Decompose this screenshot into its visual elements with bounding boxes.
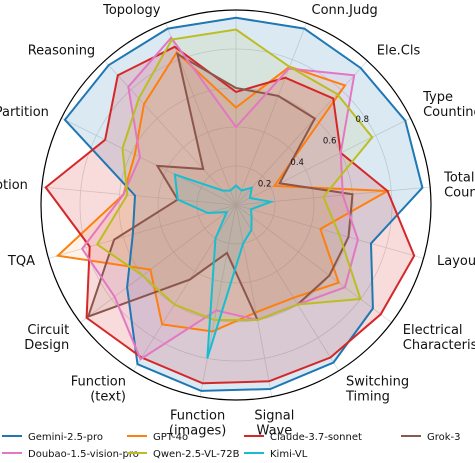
axis-label: Layout [437, 254, 475, 269]
series-line-4 [80, 36, 359, 361]
axis-label: TypeCounting [422, 90, 475, 120]
series-fill-1 [57, 52, 388, 332]
radial-tick-label: 0.8 [356, 115, 370, 125]
legend-label: Doubao-1.5-vision-pro [28, 449, 139, 460]
legend-label: Claude-3.7-sonnet [270, 432, 362, 443]
grid-spoke-9 [199, 204, 237, 397]
radar-grid [40, 9, 432, 401]
axis-label: Caption [0, 178, 28, 193]
series-fill-0 [64, 17, 423, 391]
axis-label: TotalCounting [443, 171, 475, 201]
radial-tick-labels: 0.2 0.4 0.6 0.8 [258, 115, 369, 189]
legend: Gemini-2.5-pro GPT-4o Claude-3.7-sonnet Gro… [2, 432, 461, 460]
axis-label: Conn.Judg [312, 3, 378, 18]
axis-label: Function (images) [169, 408, 226, 438]
axis-label: TQA [7, 254, 35, 269]
series-line-3 [86, 52, 354, 322]
grid-spoke-1 [235, 23, 307, 206]
axis-label: Signal Wave [254, 408, 294, 438]
grid-spoke-7 [235, 204, 339, 372]
legend-label: Grok-3 [427, 432, 461, 443]
axis-labels: Loc.Desc _Conn.IdentConn.JudgEle.ClsType… [0, 3, 475, 438]
outer-ring [40, 9, 432, 401]
series-line-6 [173, 173, 275, 359]
radial-tick-label: 0.2 [258, 180, 272, 190]
series-line-0 [63, 16, 424, 392]
axis-label: Topology [102, 3, 161, 18]
axis-label: Function (text) [71, 375, 126, 405]
legend-label: GPT-4o [153, 432, 188, 443]
series-fill-4 [82, 37, 358, 360]
series-lines [44, 16, 424, 392]
series-fill-6 [174, 174, 271, 359]
grid-spoke-13 [41, 186, 237, 206]
legend-label: Qwen-2.5-VL-72B [153, 449, 240, 460]
axis-label: Reasoning [28, 44, 95, 59]
grid-spoke-6 [235, 204, 392, 323]
radial-tick-label: 0.4 [290, 158, 304, 168]
grid-spoke-3 [235, 117, 411, 206]
series-fill-5 [97, 29, 373, 320]
axis-label: ElectricalCharacteristic [403, 323, 475, 353]
grid-spoke-8 [235, 204, 273, 397]
axis-label: Circuit Design [24, 323, 69, 353]
series-fill-3 [88, 54, 353, 320]
grid-spoke-5 [235, 204, 424, 259]
radial-tick-label: 0.6 [323, 137, 337, 147]
series-line-2 [44, 45, 416, 385]
legend-label: Gemini-2.5-pro [28, 432, 103, 443]
axis-label: Partition [0, 105, 49, 120]
legend-label: Kimi-VL [270, 449, 308, 460]
grid-spoke-12 [48, 204, 237, 259]
grid-spoke-11 [80, 204, 237, 323]
grid-spoke-14 [61, 117, 237, 206]
axis-label: Ele.Cls [377, 44, 421, 59]
series-line-5 [95, 28, 374, 321]
axis-label: Switching Timing [345, 375, 409, 405]
grid-spoke-15 [104, 60, 237, 206]
series-fills [45, 17, 423, 391]
